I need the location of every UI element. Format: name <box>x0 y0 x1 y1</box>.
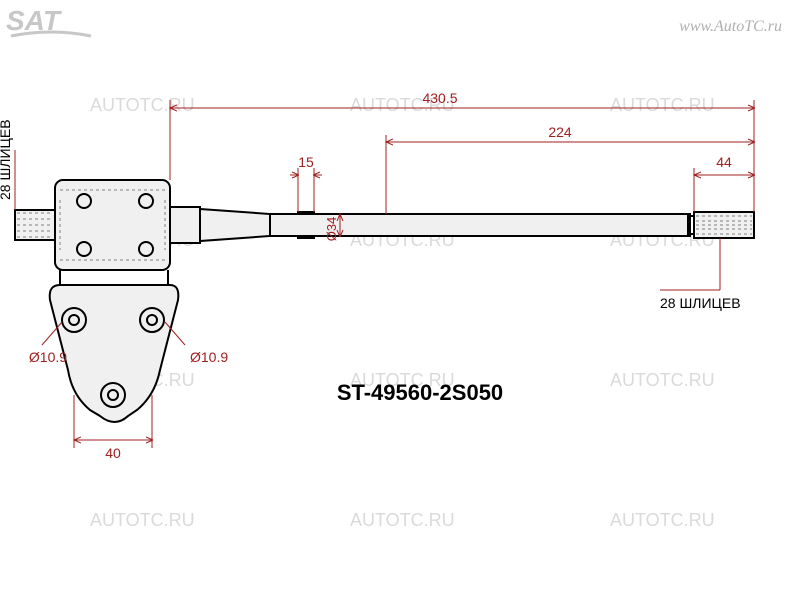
mount-bracket <box>50 285 179 422</box>
bearing-housing <box>55 180 170 270</box>
collar <box>170 207 200 243</box>
part-number: ST-49560-2S050 <box>337 380 503 405</box>
label-splines-right: 28 ШЛИЦЕВ <box>660 295 741 311</box>
taper <box>200 209 270 241</box>
technical-drawing: 430.5 224 15 44 Ø34 Ø10.9 Ø10.9 40 28 ШЛ… <box>0 0 800 600</box>
label-splines-left: 28 ШЛИЦЕВ <box>0 119 13 200</box>
dim-hole-r: Ø10.9 <box>190 349 228 365</box>
dim-neck: 15 <box>298 154 314 170</box>
dim-hole-spacing: 40 <box>105 445 121 461</box>
dim-shaft-dia: Ø34 <box>324 217 339 242</box>
dim-end: 44 <box>716 154 732 170</box>
dim-hole-l: Ø10.9 <box>29 349 67 365</box>
dim-shaft: 224 <box>548 124 572 140</box>
dim-overall: 430.5 <box>422 90 457 106</box>
